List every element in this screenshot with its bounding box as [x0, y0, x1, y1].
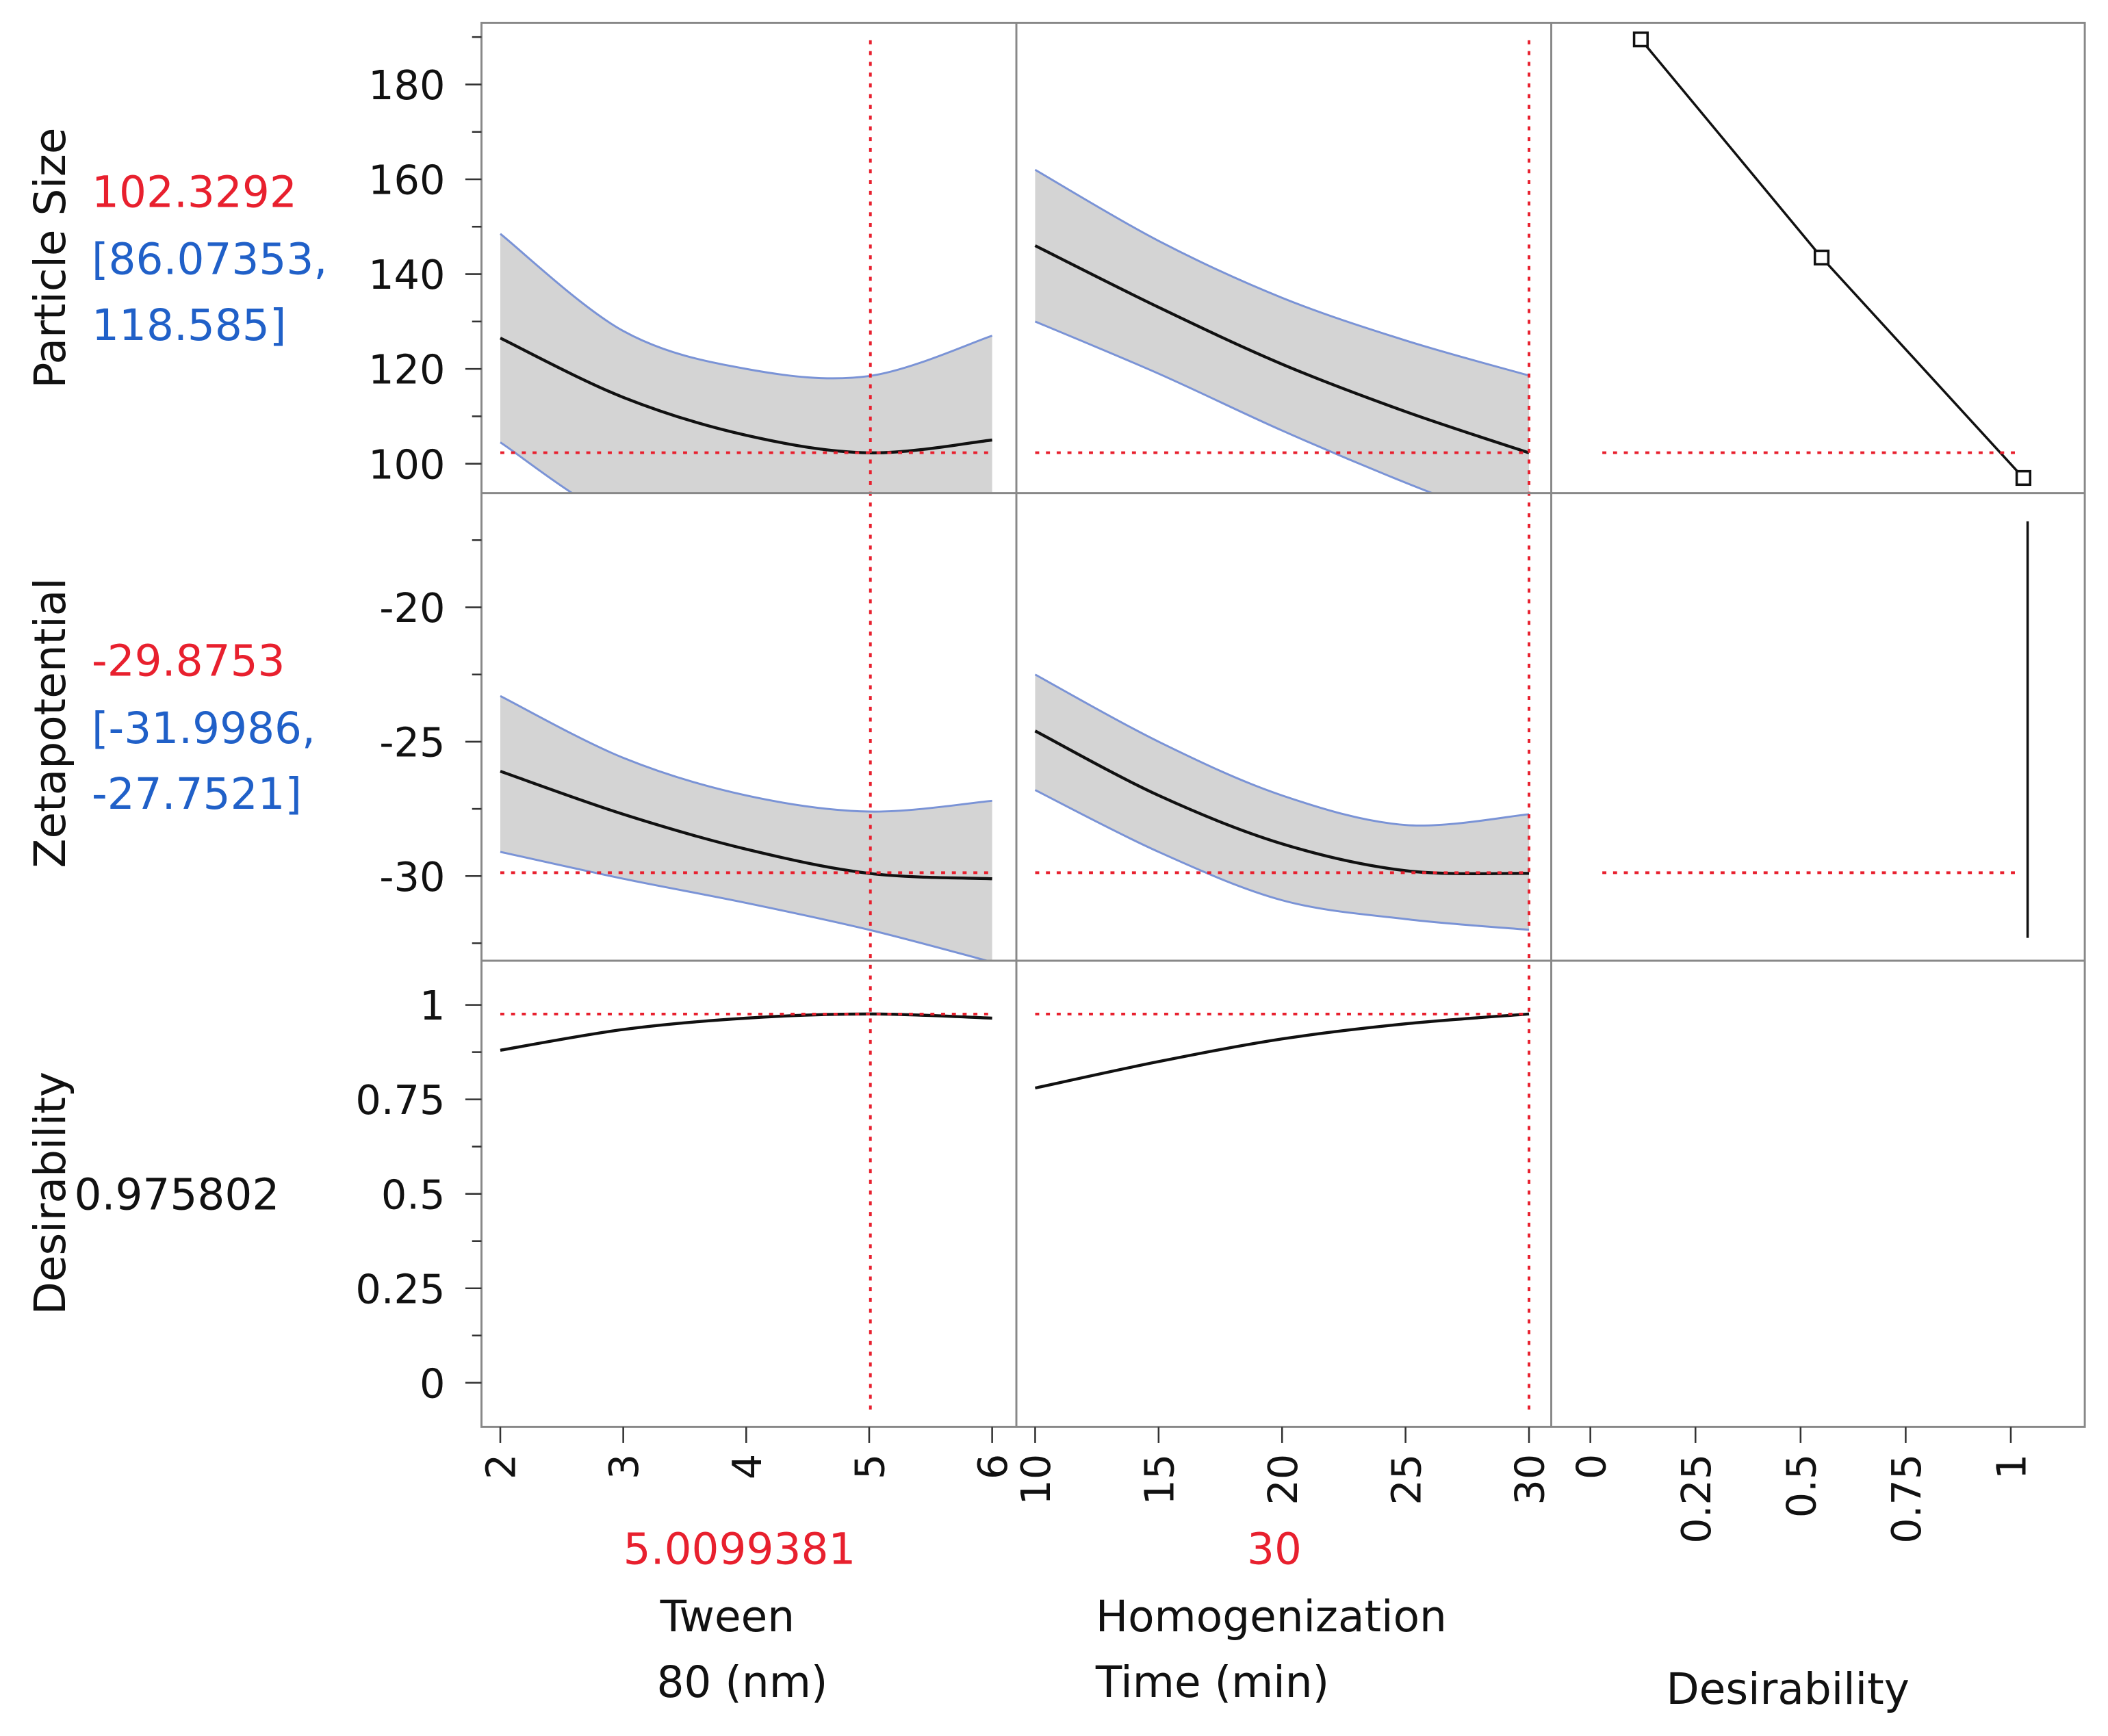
- profile-panel: [500, 695, 992, 961]
- col-label-homogenization-line1: Homogenization: [1096, 1592, 1447, 1642]
- y-tick-label: 1: [420, 982, 445, 1029]
- confidence-band: [1035, 170, 1530, 493]
- x-tick-label: 1: [1988, 1454, 2035, 1479]
- row-label-zetapotential: Zetapotential: [25, 578, 75, 868]
- x-tick-label: 15: [1135, 1454, 1183, 1505]
- y-tick-label: -30: [379, 853, 445, 901]
- upper-confidence-line: [500, 233, 993, 380]
- profile-panel: [1034, 1012, 1530, 1090]
- prediction-curve: [500, 337, 992, 454]
- profile-panel: [500, 233, 993, 493]
- x-tick-label: 2: [478, 1454, 525, 1479]
- y-tick-label: 140: [368, 251, 445, 298]
- y-tick-label: -25: [379, 719, 445, 766]
- zetapotential-value: -29.8753: [92, 636, 285, 686]
- prediction-curve: [500, 1012, 992, 1052]
- col-label-homogenization-line2: Time (min): [1095, 1657, 1329, 1707]
- x-tick-label: 4: [723, 1454, 771, 1479]
- x-tick-label: 20: [1259, 1454, 1307, 1505]
- y-tick-label: 120: [368, 346, 445, 393]
- x-tick-label: 0.25: [1673, 1454, 1720, 1544]
- x-tick-label: 6: [969, 1454, 1016, 1479]
- zetapotential-ci-lower: [-31.9986,: [92, 703, 316, 753]
- confidence-band: [500, 696, 992, 961]
- lower-confidence-line: [1034, 320, 1435, 493]
- x-tick-label: 5: [847, 1454, 894, 1479]
- y-tick-label: -20: [379, 584, 445, 632]
- x-tick-label: 3: [600, 1454, 647, 1479]
- col-label-tween-line2: 80 (nm): [656, 1657, 827, 1707]
- profile-panel: [1034, 673, 1530, 931]
- particle-size-ci-upper: 118.585]: [92, 300, 286, 350]
- y-tick-label: 0: [420, 1360, 445, 1407]
- col-label-desirability: Desirability: [1666, 1664, 1910, 1714]
- y-tick-label: 100: [368, 441, 445, 488]
- homogenization-current-value: 30: [1247, 1525, 1302, 1575]
- upper-confidence-line: [1034, 168, 1530, 377]
- tween-current-value: 5.0099381: [624, 1525, 856, 1575]
- y-tick-label: 0.25: [355, 1265, 445, 1312]
- desirability-function-line: [1640, 38, 2025, 479]
- lower-confidence-line: [500, 851, 991, 961]
- y-tick-label: 160: [368, 157, 445, 204]
- particle-size-value: 102.3292: [92, 167, 297, 217]
- desirability-handle: [1632, 31, 1649, 48]
- upper-confidence-line: [500, 695, 992, 813]
- desirability-value: 0.975802: [75, 1169, 280, 1219]
- x-tick-label: 0.75: [1883, 1454, 1930, 1544]
- profile-panel: [1034, 168, 1530, 493]
- confidence-band: [1035, 674, 1530, 930]
- row-label-particle-size: Particle Size: [25, 127, 75, 388]
- x-tick-label: 30: [1506, 1454, 1554, 1505]
- x-tick-label: 0: [1567, 1454, 1615, 1479]
- particle-size-ci-lower: [86.07353,: [92, 235, 327, 285]
- panel-frame: [480, 21, 2086, 1428]
- zetapotential-ci-upper: -27.7521]: [92, 769, 302, 819]
- prediction-curve: [1034, 244, 1530, 454]
- desirability-handle: [2015, 469, 2031, 487]
- prediction-curve: [1034, 1012, 1530, 1090]
- lower-confidence-line: [1034, 789, 1530, 931]
- y-tick-label: 0.75: [355, 1076, 445, 1124]
- col-label-tween-line1: Tween: [660, 1592, 795, 1642]
- y-tick-label: 180: [368, 62, 445, 109]
- x-tick-label: 25: [1383, 1454, 1430, 1505]
- confidence-band: [500, 233, 992, 493]
- x-tick-label: 0.5: [1777, 1454, 1825, 1518]
- y-tick-label: 0.5: [381, 1171, 446, 1218]
- prediction-curve: [500, 770, 992, 881]
- upper-confidence-line: [1034, 673, 1530, 827]
- row-label-desirability: Desirability: [25, 1072, 75, 1315]
- desirability-handle: [1813, 249, 1830, 265]
- x-tick-label: 10: [1012, 1454, 1059, 1505]
- profile-panel: [500, 1012, 992, 1052]
